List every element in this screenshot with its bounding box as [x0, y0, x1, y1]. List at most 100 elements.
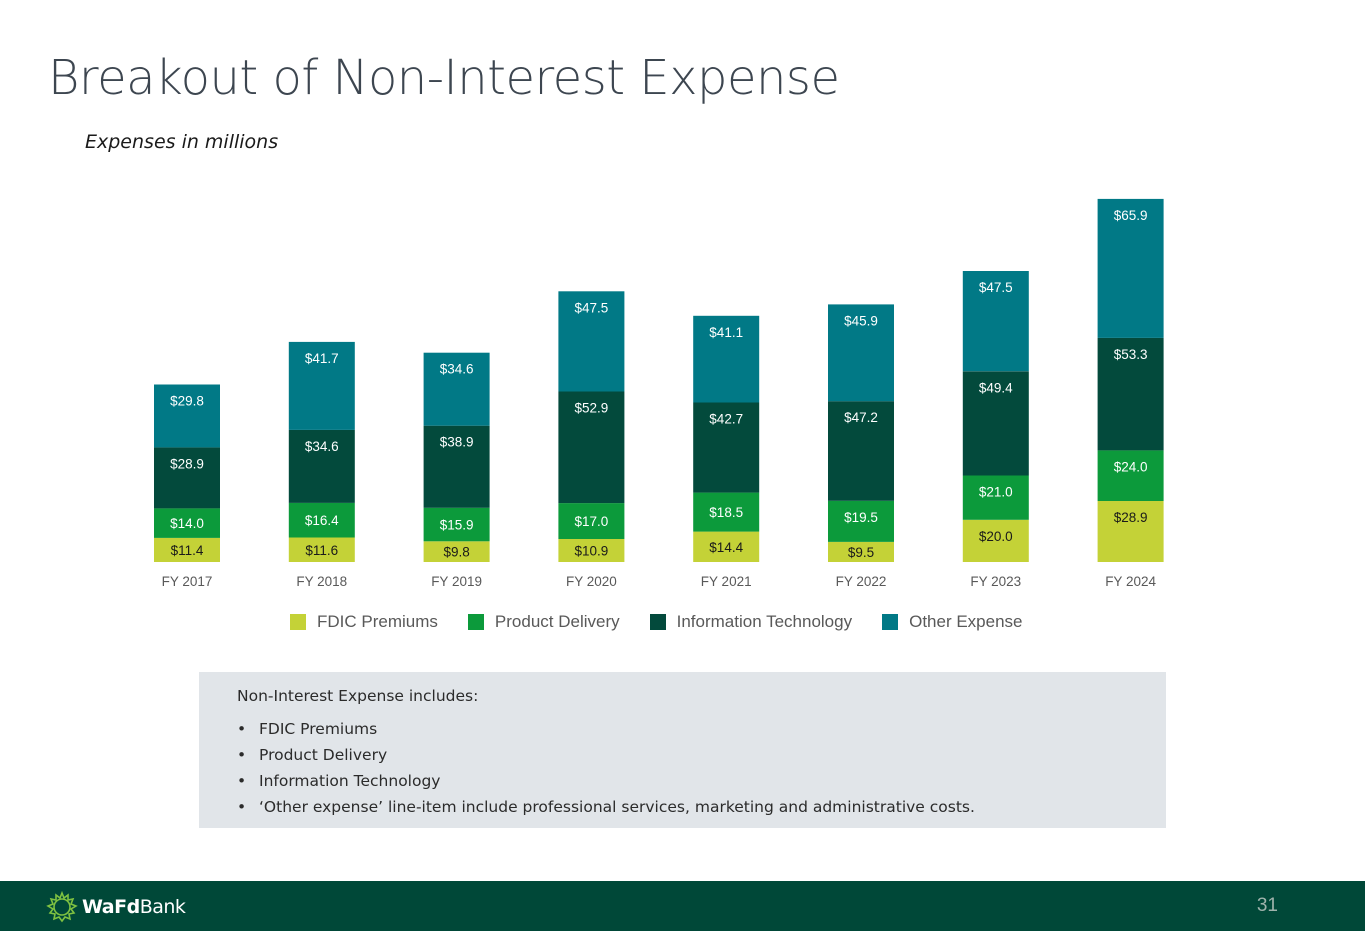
bar-segment-information-technology-fy-2017 — [154, 447, 220, 509]
bullet-icon: • — [237, 720, 247, 738]
x-tick-label: FY 2018 — [296, 574, 347, 589]
bar-segment-information-technology-fy-2024 — [1097, 337, 1164, 451]
data-label: $16.4 — [305, 513, 339, 528]
bar-segment-fdic-premiums-fy-2019 — [423, 541, 490, 562]
logo-text-wafd: WaFd — [82, 896, 140, 918]
data-label: $52.9 — [575, 401, 609, 416]
bar-segment-other-expense-fy-2020 — [558, 291, 625, 392]
footer-bar: WaFd Bank 31 — [0, 881, 1365, 931]
bar-segment-other-expense-fy-2022 — [828, 304, 894, 402]
data-label: $65.9 — [1114, 208, 1148, 223]
chart-legend: FDIC Premiums Product Delivery Informati… — [290, 611, 1053, 633]
list-item-text: Information Technology — [259, 772, 441, 790]
bar-segment-other-expense-fy-2024 — [1097, 198, 1164, 338]
legend-swatch-product-delivery — [467, 614, 484, 630]
legend-swatch-information-technology — [649, 614, 666, 630]
bar-segment-fdic-premiums-fy-2017 — [154, 537, 220, 562]
legend-item-information-technology: Information Technology — [649, 612, 853, 632]
bar-segment-fdic-premiums-fy-2021 — [693, 531, 760, 562]
bullet-icon: • — [237, 798, 247, 816]
legend-item-fdic-premiums: FDIC Premiums — [290, 612, 438, 632]
list-item: • ‘Other expense’ line-item include profe… — [237, 794, 1166, 820]
data-label: $38.9 — [440, 435, 474, 450]
bar-segment-other-expense-fy-2021 — [693, 315, 760, 403]
logo-text-bank: Bank — [139, 896, 186, 918]
notes-box: Non-Interest Expense includes: • FDIC Pre… — [199, 672, 1166, 828]
legend-label-fdic-premiums: FDIC Premiums — [317, 612, 438, 631]
bar-segment-fdic-premiums-fy-2023 — [962, 519, 1029, 562]
page-number: 31 — [1256, 895, 1278, 916]
data-label: $18.5 — [709, 505, 743, 520]
data-label: $45.9 — [844, 313, 878, 328]
notes-heading: Non-Interest Expense includes: — [237, 687, 479, 705]
bar-segment-information-technology-fy-2020 — [558, 391, 625, 504]
list-item-text: FDIC Premiums — [259, 720, 378, 738]
x-tick-label: FY 2021 — [701, 574, 752, 589]
legend-swatch-fdic-premiums — [290, 614, 306, 630]
list-item-text: Product Delivery — [259, 746, 388, 764]
data-label: $11.4 — [171, 543, 204, 558]
data-label: $15.9 — [440, 518, 474, 533]
data-label: $34.6 — [440, 362, 474, 377]
bar-segment-product-delivery-fy-2018 — [288, 502, 355, 538]
x-tick-label: FY 2020 — [566, 574, 617, 589]
data-label: $41.1 — [709, 325, 743, 340]
bullet-icon: • — [237, 746, 247, 764]
wafd-bank-logo: WaFd Bank — [46, 891, 186, 923]
bar-segment-other-expense-fy-2019 — [423, 352, 490, 426]
legend-item-product-delivery: Product Delivery — [467, 612, 620, 632]
bar-segment-product-delivery-fy-2017 — [154, 508, 220, 538]
data-label: $19.5 — [844, 510, 878, 525]
data-label: $28.9 — [170, 456, 204, 471]
legend-item-other-expense: Other Expense — [882, 612, 1023, 632]
bar-segment-other-expense-fy-2023 — [962, 271, 1029, 372]
bar-segment-product-delivery-fy-2023 — [962, 475, 1029, 520]
list-item: • Information Technology — [237, 768, 1166, 794]
bar-segment-fdic-premiums-fy-2018 — [288, 537, 355, 562]
x-tick-label: FY 2022 — [836, 574, 887, 589]
bar-segment-product-delivery-fy-2024 — [1097, 450, 1164, 501]
bar-segment-fdic-premiums-fy-2022 — [828, 542, 894, 562]
legend-label-information-technology: Information Technology — [676, 612, 853, 631]
bar-segment-product-delivery-fy-2019 — [423, 507, 490, 542]
bar-segment-product-delivery-fy-2020 — [558, 503, 625, 539]
data-label: $14.4 — [709, 540, 743, 555]
data-label: $28.9 — [1114, 510, 1148, 525]
bar-segment-information-technology-fy-2018 — [288, 429, 355, 503]
data-label: $9.8 — [443, 545, 469, 560]
data-label: $41.7 — [305, 351, 339, 366]
stacked-bar-chart: $11.4 $14.0 $28.9 $29.8 FY 2017 $11.6 $16.4 $34… — [154, 198, 1164, 589]
bar-segment-fdic-premiums-fy-2020 — [558, 539, 625, 562]
x-tick-label: FY 2024 — [1105, 574, 1156, 589]
list-item: • Product Delivery — [237, 742, 1166, 768]
data-label: $34.6 — [305, 439, 339, 454]
legend-label-other-expense: Other Expense — [909, 612, 1023, 631]
data-label: $47.5 — [979, 280, 1013, 295]
bullet-icon: • — [237, 772, 247, 790]
data-label: $47.5 — [575, 300, 609, 315]
data-label: $24.0 — [1114, 459, 1148, 474]
bar-segment-product-delivery-fy-2021 — [693, 492, 760, 532]
bar-segment-information-technology-fy-2022 — [828, 401, 894, 501]
bar-segment-information-technology-fy-2023 — [962, 371, 1029, 476]
page-title: Breakout of Non-Interest Expense — [48, 50, 840, 106]
data-label: $42.7 — [709, 412, 743, 427]
data-label: $11.6 — [305, 543, 338, 558]
data-label: $29.8 — [170, 394, 204, 409]
legend-label-product-delivery: Product Delivery — [494, 612, 620, 631]
x-tick-label: FY 2017 — [162, 574, 213, 589]
bar-segment-information-technology-fy-2021 — [693, 402, 760, 493]
legend-swatch-other-expense — [882, 614, 899, 630]
list-item-text: ‘Other expense’ line-item include profes… — [259, 798, 975, 816]
data-label: $20.0 — [979, 529, 1013, 544]
data-label: $9.5 — [848, 545, 874, 560]
notes-list: • FDIC Premiums • Product Delivery • Inform… — [237, 716, 1166, 820]
bar-segment-product-delivery-fy-2022 — [828, 500, 894, 542]
data-label: $17.0 — [575, 514, 609, 529]
data-label: $14.0 — [170, 516, 204, 531]
bar-segment-fdic-premiums-fy-2024 — [1097, 501, 1164, 562]
wafd-sun-icon — [46, 891, 78, 923]
data-label: $10.9 — [575, 544, 609, 559]
bar-segment-other-expense-fy-2018 — [288, 341, 355, 430]
data-label: $47.2 — [844, 410, 878, 425]
